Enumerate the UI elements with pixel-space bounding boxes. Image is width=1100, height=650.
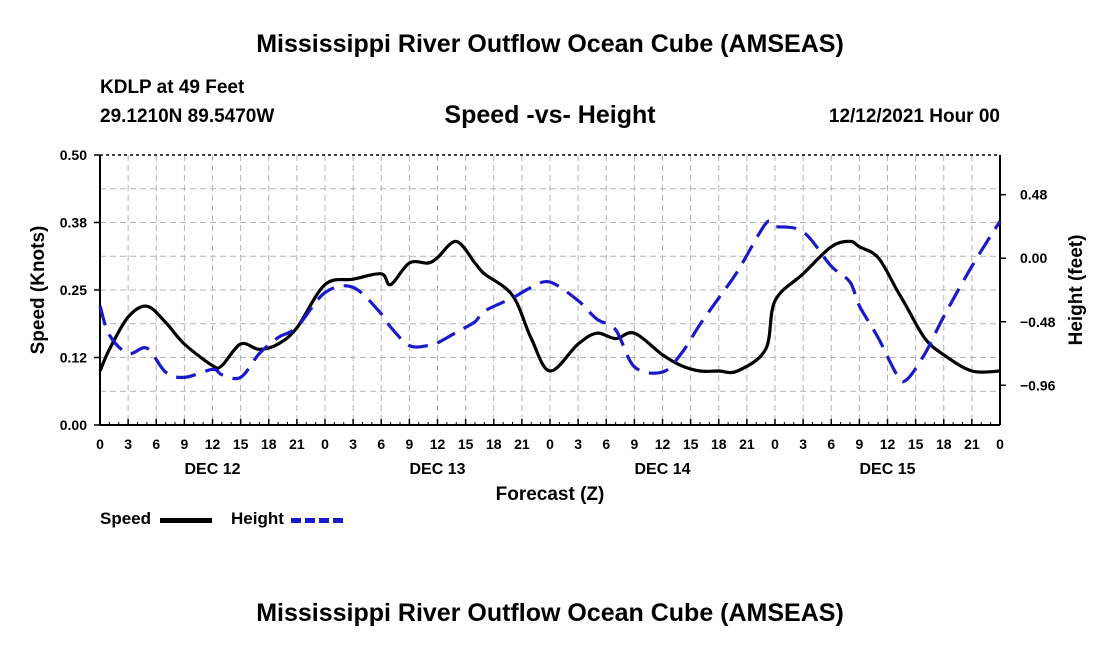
run-time-label: 12/12/2021 Hour 00 [828, 106, 1000, 127]
y-axis-title: Speed (Knots) [28, 226, 49, 355]
x-tick-label: 21 [514, 436, 530, 452]
series-speed-line [98, 239, 1001, 375]
x-day-label: DEC 13 [409, 461, 465, 478]
legend-speed-label: Speed [100, 509, 152, 528]
x-tick-label: 0 [996, 436, 1004, 452]
legend-height-label: Height [231, 509, 284, 528]
x-day-label: DEC 14 [634, 461, 690, 478]
y2-tick-label: 0.00 [1020, 250, 1047, 266]
x-tick-label: 6 [602, 436, 610, 452]
x-tick-label: 0 [321, 436, 329, 452]
station-label: KDLP at 49 Feet [100, 77, 245, 98]
legend-speed-swatch [160, 518, 212, 523]
y2-axis-title: Height (feet) [1066, 235, 1087, 346]
y2-tick-label: −0.48 [1020, 314, 1056, 330]
x-day-label: DEC 12 [184, 461, 240, 478]
x-tick-label: 0 [546, 436, 554, 452]
x-tick-label: 15 [458, 436, 474, 452]
y2-tick-label: 0.48 [1020, 187, 1047, 203]
x-tick-label: 3 [124, 436, 132, 452]
x-tick-label: 9 [630, 436, 638, 452]
legend-height-swatch [291, 518, 343, 523]
x-tick-label: 12 [880, 436, 896, 452]
x-tick-label: 6 [827, 436, 835, 452]
chart-title: Speed -vs- Height [444, 101, 656, 129]
x-tick-label: 0 [771, 436, 779, 452]
x-tick-label: 21 [289, 436, 305, 452]
speed-height-chart: 0 3 6 9 12 15 18 21 0 3 6 9 12 15 18 21 0 3 6 9 12 15 18 21 0 3 6 9… [28, 147, 1087, 505]
x-tick-label: 9 [405, 436, 413, 452]
x-tick-label: 18 [936, 436, 952, 452]
x-tick-label: 3 [799, 436, 807, 452]
y-tick-label: 0.38 [60, 215, 87, 231]
y-tick-label: 0.12 [60, 350, 87, 366]
x-tick-label: 15 [683, 436, 699, 452]
x-tick-label: 0 [96, 436, 104, 452]
x-tick-label: 15 [233, 436, 249, 452]
y-tick-label: 0.00 [60, 417, 87, 433]
x-tick-label: 6 [377, 436, 385, 452]
x-tick-label: 12 [430, 436, 446, 452]
x-tick-label: 18 [261, 436, 277, 452]
x-tick-label: 12 [655, 436, 671, 452]
x-day-label: DEC 15 [859, 461, 915, 478]
x-tick-label: 9 [855, 436, 863, 452]
x-tick-label: 12 [205, 436, 221, 452]
series-height-line [98, 219, 1002, 384]
x-tick-label: 6 [152, 436, 160, 452]
x-tick-label: 18 [711, 436, 727, 452]
x-tick-label: 3 [574, 436, 582, 452]
footer-title: Mississippi River Outflow Ocean Cube (AM… [256, 599, 844, 627]
x-axis-title: Forecast (Z) [496, 484, 605, 505]
y-tick-label: 0.50 [60, 147, 87, 163]
page-title: Mississippi River Outflow Ocean Cube (AM… [256, 30, 844, 58]
x-tick-label: 21 [964, 436, 980, 452]
coordinates-label: 29.1210N 89.5470W [100, 106, 275, 127]
x-tick-label: 9 [180, 436, 188, 452]
x-tick-label: 3 [349, 436, 357, 452]
y2-tick-label: −0.96 [1020, 377, 1056, 393]
x-tick-label: 21 [739, 436, 755, 452]
y-tick-label: 0.25 [60, 282, 87, 298]
x-tick-label: 18 [486, 436, 502, 452]
x-tick-label: 15 [908, 436, 924, 452]
